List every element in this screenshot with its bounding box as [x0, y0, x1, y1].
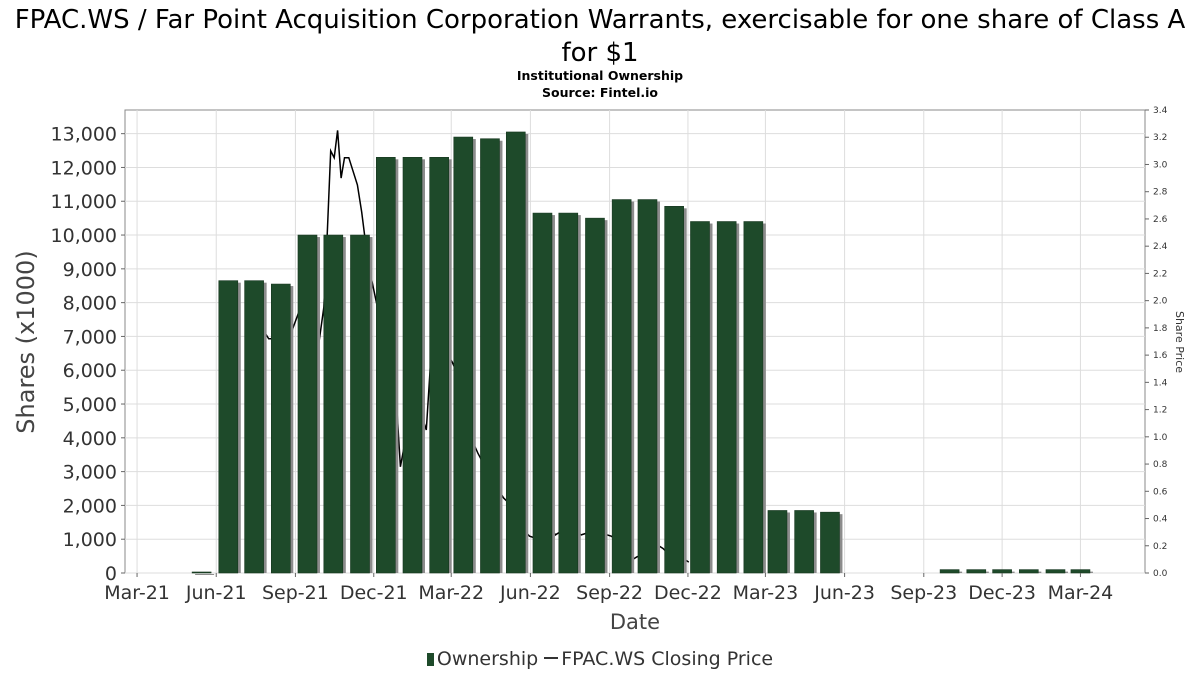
- y-tick-label: 3,000: [63, 462, 117, 484]
- ownership-bar: [1018, 569, 1039, 574]
- ownership-bars: [191, 131, 1093, 575]
- y2-tick-label: 0.0: [1153, 569, 1168, 579]
- legend-price-label: FPAC.WS Closing Price: [561, 648, 774, 670]
- y-tick-label: 6,000: [63, 360, 117, 382]
- ownership-bar: [743, 221, 764, 574]
- y2-tick-label: 0.2: [1153, 542, 1167, 552]
- ownership-bar-shadow: [195, 573, 215, 575]
- x-tick-label: Sep-21: [262, 582, 329, 604]
- secondary-y-axis-label: Share Price: [1173, 311, 1186, 373]
- y2-tick-label: 1.2: [1153, 406, 1167, 416]
- ownership-bar: [611, 199, 632, 574]
- ownership-bar: [716, 221, 737, 574]
- ownership-bar: [558, 212, 579, 574]
- x-axis-label: Date: [610, 610, 660, 634]
- x-tick-label: Dec-22: [654, 582, 722, 604]
- ownership-bar: [992, 569, 1012, 574]
- x-tick-label: Mar-21: [104, 582, 170, 604]
- axes: 0 1,000 2,000 3,000 4,000 5,000 6,000 7,000 8,00…: [51, 106, 1168, 604]
- ownership-bar: [350, 234, 370, 574]
- ownership-bar: [690, 221, 710, 574]
- legend-price-line-symbol: [544, 657, 559, 659]
- y-tick-label: 10,000: [51, 225, 117, 247]
- x-tick-label: Dec-23: [968, 582, 1036, 604]
- y2-tick-label: 1.0: [1153, 433, 1168, 443]
- chart-subtitle: Institutional Ownership: [516, 68, 684, 83]
- y-axis-label: Shares (x1000): [12, 250, 40, 433]
- y2-tick-label: 1.8: [1153, 324, 1168, 334]
- y2-tick-label: 2.4: [1153, 242, 1168, 252]
- y2-tick-label: 0.8: [1153, 460, 1168, 470]
- legend-ownership-swatch: [426, 653, 434, 666]
- y2-tick-label: 3.4: [1153, 106, 1168, 116]
- y-tick-label: 5,000: [63, 394, 117, 416]
- y-tick-label: 7,000: [63, 326, 117, 348]
- ownership-bar: [505, 131, 526, 574]
- y2-tick-label: 2.6: [1153, 215, 1168, 225]
- ownership-bar: [191, 571, 212, 574]
- y-tick-label: 13,000: [51, 124, 117, 146]
- y-tick-label: 1,000: [63, 529, 117, 551]
- ownership-bar: [966, 569, 987, 574]
- ownership-bar: [376, 157, 396, 574]
- y2-tick-label: 1.4: [1153, 378, 1168, 388]
- ownership-bar: [532, 212, 553, 574]
- chart-title: FPAC.WS / Far Point Acquisition Corporat…: [14, 5, 1186, 68]
- y2-tick-label: 0.6: [1153, 487, 1168, 497]
- x-tick-label: Jun-21: [185, 582, 247, 604]
- x-tick-label: Mar-24: [1048, 582, 1114, 604]
- y2-tick-label: 0.4: [1153, 515, 1168, 525]
- ownership-bar: [664, 206, 684, 574]
- grid: [124, 109, 1146, 574]
- ownership-bar: [402, 157, 423, 574]
- y2-tick-label: 2.2: [1153, 269, 1167, 279]
- y2-tick-label: 2.0: [1153, 297, 1168, 307]
- x-tick-label: Jun-22: [499, 582, 561, 604]
- y-tick-label: 2,000: [63, 495, 117, 517]
- y2-tick-label: 3.0: [1153, 160, 1168, 170]
- y-tick-label: 11,000: [51, 191, 117, 213]
- ownership-bar: [637, 199, 658, 574]
- ownership-bar: [585, 217, 605, 574]
- ownership-bar: [794, 510, 814, 574]
- ownership-bar: [480, 138, 500, 574]
- x-tick-label: Jun-23: [813, 582, 875, 604]
- ownership-bar: [218, 280, 239, 574]
- ownership-bar: [323, 234, 344, 574]
- y-tick-label: 12,000: [51, 157, 117, 179]
- y2-tick-label: 2.8: [1153, 188, 1168, 198]
- y-tick-label: 8,000: [63, 293, 117, 315]
- chart-source: Source: Fintel.io: [542, 85, 658, 100]
- y-tick-label: 0: [105, 563, 117, 585]
- legend: Ownership FPAC.WS Closing Price: [0, 648, 1200, 670]
- x-tick-label: Mar-23: [733, 582, 799, 604]
- ownership-bar: [1045, 569, 1066, 574]
- ownership-bar: [1070, 569, 1091, 574]
- ownership-bar: [429, 157, 449, 574]
- ownership-bar: [244, 280, 264, 574]
- ownership-bar: [820, 511, 840, 574]
- x-tick-label: Sep-22: [576, 582, 643, 604]
- y2-tick-label: 1.6: [1153, 351, 1168, 361]
- x-tick-label: Sep-23: [890, 582, 957, 604]
- y-tick-label: 9,000: [63, 259, 117, 281]
- ownership-bar: [767, 510, 788, 574]
- ownership-bar: [297, 234, 318, 574]
- y2-tick-label: 3.2: [1153, 133, 1167, 143]
- legend-ownership-label: Ownership: [436, 648, 539, 670]
- ownership-bar: [453, 136, 474, 574]
- ownership-bar: [939, 569, 960, 574]
- y-tick-label: 4,000: [63, 428, 117, 450]
- x-tick-label: Dec-21: [340, 582, 408, 604]
- ownership-bar: [270, 283, 291, 574]
- x-tick-label: Mar-22: [418, 582, 484, 604]
